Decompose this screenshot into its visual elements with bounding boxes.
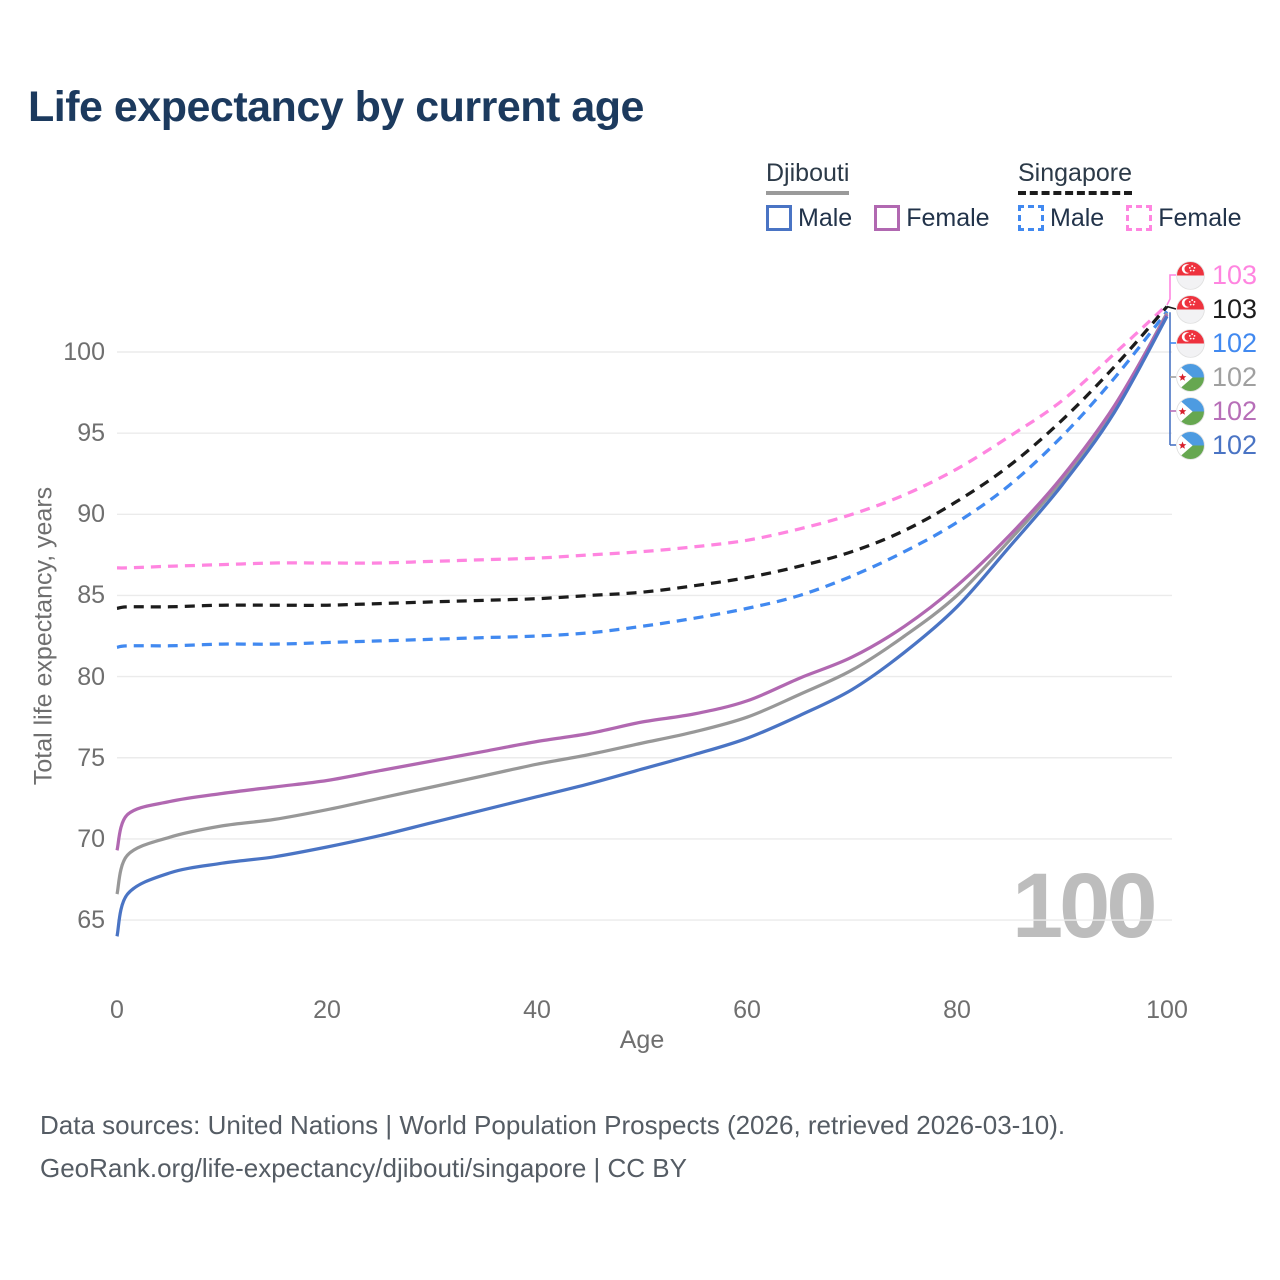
legend-group-title-djibouti: Djibouti: [766, 159, 850, 195]
legend-item-label: Female: [906, 203, 990, 232]
y-tick-90: 90: [77, 500, 105, 529]
chart-title: Life expectancy by current age: [28, 83, 644, 131]
singapore-flag-icon: [1176, 328, 1205, 358]
x-tick-60: 60: [733, 996, 761, 1024]
legend-item-label: Male: [798, 203, 853, 232]
end-value-djibouti-male: 102: [1212, 430, 1258, 460]
legend-item-djibouti-male[interactable]: Male: [766, 204, 852, 233]
footer-data-sources: Data sources: United Nations | World Pop…: [40, 1110, 1066, 1140]
series-line-djibouti-both[interactable]: [115, 312, 1169, 895]
y-tick-75: 75: [77, 743, 105, 772]
series-line-djibouti-female[interactable]: [115, 313, 1169, 851]
current-age-watermark: 100: [1012, 855, 1157, 957]
end-value-djibouti-female: 102: [1212, 396, 1258, 426]
legend-swatch-djibouti-male: [766, 205, 792, 231]
legend-group-title-singapore: Singapore: [1018, 159, 1132, 195]
singapore-flag-icon: [1176, 294, 1205, 324]
y-tick-70: 70: [77, 824, 105, 853]
djibouti-flag-icon: [1176, 430, 1205, 460]
end-label-djibouti-both: 102: [1176, 362, 1257, 392]
legend-item-djibouti-female[interactable]: Female: [874, 203, 990, 233]
end-label-singapore-both: 103: [1176, 294, 1257, 324]
y-tick-80: 80: [77, 662, 105, 691]
djibouti-flag-icon: [1176, 362, 1205, 392]
footer-attribution-url: GeoRank.org/life-expectancy/djibouti/sin…: [40, 1153, 687, 1183]
djibouti-flag-icon: [1176, 396, 1205, 426]
end-label-singapore-male: 102: [1176, 328, 1257, 358]
end-value-djibouti-both: 102: [1212, 362, 1258, 392]
end-value-singapore-both: 103: [1212, 294, 1258, 324]
y-tick-85: 85: [77, 581, 105, 610]
y-tick-65: 65: [77, 906, 105, 935]
x-axis-title: Age: [619, 1026, 665, 1054]
legend-group-singapore: Singapore Male Female: [1018, 159, 1242, 233]
x-tick-20: 20: [313, 996, 341, 1024]
end-label-djibouti-female: 102: [1176, 396, 1257, 426]
x-tick-100: 100: [1146, 996, 1188, 1024]
x-tick-40: 40: [523, 996, 551, 1024]
end-label-djibouti-male: 102: [1176, 430, 1257, 460]
legend-item-label: Female: [1158, 203, 1242, 232]
end-value-singapore-female: 103: [1212, 260, 1258, 290]
legend-swatch-singapore-male: [1018, 205, 1044, 231]
y-tick-95: 95: [77, 419, 105, 448]
footer: Data sources: United Nations | World Pop…: [40, 1104, 1065, 1190]
legend-item-label: Male: [1050, 203, 1105, 232]
gridlines: [117, 351, 1172, 921]
series-line-singapore-both[interactable]: [116, 305, 1169, 611]
legend-item-singapore-male[interactable]: Male: [1018, 204, 1104, 233]
x-tick-0: 0: [110, 996, 124, 1024]
series-line-singapore-female[interactable]: [116, 303, 1169, 570]
legend-item-singapore-female[interactable]: Female: [1126, 203, 1242, 233]
x-tick-80: 80: [943, 996, 971, 1024]
legend-swatch-singapore-female: [1126, 205, 1153, 231]
series-line-singapore-male[interactable]: [116, 310, 1169, 650]
series-line-djibouti-male[interactable]: [115, 315, 1169, 937]
legend-swatch-djibouti-female: [874, 205, 901, 231]
end-label-leader-lines: [1166, 274, 1177, 446]
y-tick-100: 100: [63, 338, 105, 366]
legend-group-djibouti: Djibouti Male Female: [766, 159, 990, 233]
end-label-singapore-female: 103: [1176, 260, 1257, 290]
singapore-flag-icon: [1176, 260, 1205, 290]
end-value-singapore-male: 102: [1212, 328, 1258, 358]
